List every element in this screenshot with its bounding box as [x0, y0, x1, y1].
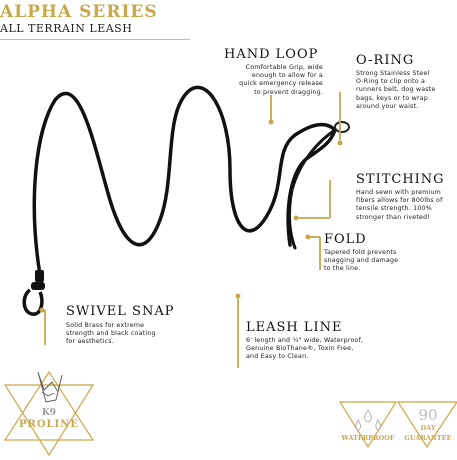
- guarantee-label: GUARANTEE: [404, 434, 452, 442]
- stitching-description: Hand sewn with premium fibers allows for…: [356, 189, 443, 221]
- leash-line-title: LEASH LINE: [246, 320, 343, 335]
- hand-loop-strand: [287, 128, 337, 250]
- hand-loop-title: HAND LOOP: [224, 47, 319, 62]
- leash-line-description: 6' length and ¾" wide, Waterproof, Genui…: [246, 337, 364, 361]
- page-title: ALPHA SERIES: [0, 2, 158, 22]
- swivel-snap-shape: [22, 270, 45, 316]
- hand-loop-description: Comfortable Grip, wide enough to allow f…: [239, 64, 323, 96]
- guarantee-number: 90: [418, 406, 438, 424]
- waterproof-label: WATERPROOF: [341, 434, 395, 442]
- o-ring-shape: [334, 121, 350, 133]
- guarantee-badge: [396, 401, 457, 449]
- o-ring-description: Strong Stainless Steel O-Ring to clip on…: [356, 70, 436, 110]
- fold-description: Tapered fold prevents snagging and damag…: [324, 249, 399, 273]
- logo-k9-text: K9: [41, 408, 57, 418]
- header-divider: [0, 39, 190, 40]
- swivel-snap-title: SWIVEL SNAP: [66, 304, 175, 319]
- k9-proline-logo: [3, 370, 95, 457]
- logo-proline-text: PROLINE: [18, 419, 79, 430]
- leash-line: [32, 85, 338, 277]
- stitching-title: STITCHING: [356, 172, 445, 187]
- o-ring-title: O-RING: [356, 53, 415, 68]
- page-subtitle: ALL TERRAIN LEASH: [0, 22, 133, 35]
- fold-title: FOLD: [324, 232, 367, 247]
- swivel-snap-description: Solid Brass for extreme strength and bla…: [66, 322, 156, 346]
- guarantee-day: DAY: [420, 424, 436, 432]
- waterproof-badge: [338, 401, 398, 449]
